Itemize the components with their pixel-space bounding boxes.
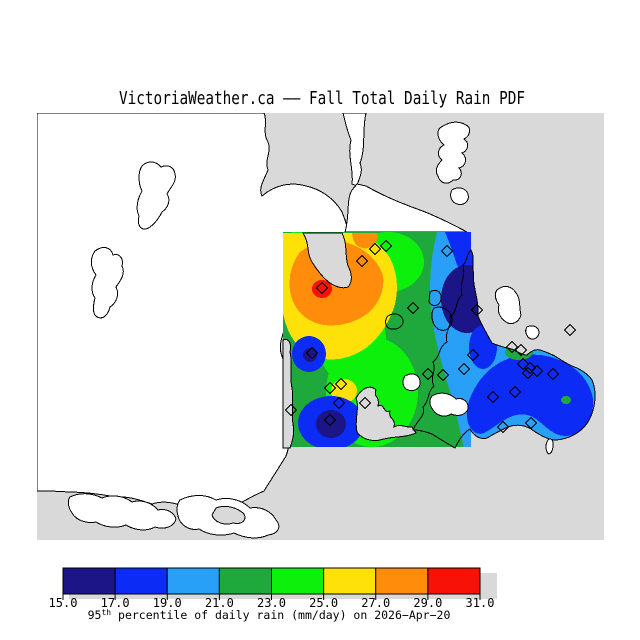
- field-blue-17-19-southeast: [466, 354, 594, 436]
- station-diamond-icon: [436, 368, 450, 382]
- mainland-inlet-shape: [435, 121, 471, 184]
- station-diamond-icon: [523, 361, 537, 375]
- land-gap-above-field: [344, 183, 468, 233]
- victoria-coastline-stroke: [412, 249, 596, 449]
- station-diamond-icon: [358, 396, 372, 410]
- colorbar-ticks: [62, 594, 481, 600]
- lake-outline-2: [90, 247, 124, 319]
- colorbar-tick-label: 19.0: [153, 596, 182, 610]
- station-diamond-icon: [546, 367, 560, 381]
- colorbar-segment: [166, 567, 220, 595]
- plot-title: VictoriaWeather.ca —— Fall Total Daily R…: [119, 88, 525, 109]
- caption-text: percentile of daily rain (mm/day) on 202…: [111, 608, 450, 622]
- lake-outline-1: [136, 161, 176, 230]
- station-diamond-icon: [315, 281, 329, 295]
- colorbar-segment: [114, 567, 168, 595]
- saanich-inlet-wedge: [302, 232, 352, 289]
- station-diamond-icon: [284, 403, 298, 417]
- station-diamond-icon: [355, 254, 369, 268]
- colorbar-segment: [62, 567, 116, 595]
- colorbar-segment: [271, 567, 325, 595]
- land-vancouver-island: [37, 113, 350, 521]
- station-diamond-icon: [496, 420, 510, 434]
- field-red-29-31: [312, 280, 332, 298]
- harbour-white-2: [429, 392, 469, 417]
- colorbar-tick-label: 17.0: [101, 596, 130, 610]
- island-outline-gulf-1: [494, 285, 522, 325]
- colorbar-tick-label: 15.0: [49, 596, 78, 610]
- colorbar-tick-label: 29.0: [413, 596, 442, 610]
- colorbar-tick-label: 27.0: [361, 596, 390, 610]
- basin-in-bays: [211, 505, 246, 525]
- station-diamond-icon: [505, 340, 519, 354]
- harbour-white-1: [402, 373, 421, 391]
- station-diamond-icon: [508, 385, 522, 399]
- station-diamond-icon: [563, 323, 577, 337]
- sooke-basin: [355, 386, 417, 441]
- station-diamond-icon: [466, 348, 480, 362]
- station-diamond-icon: [486, 390, 500, 404]
- colorbar-segment: [218, 567, 273, 595]
- colorbar-segment: [427, 567, 481, 595]
- station-diamond-icon: [457, 362, 471, 376]
- colorbar: 15.0 17.0 19.0 21.0 23.0 25.0 27.0 29.0 31.0 95t…: [49, 567, 497, 622]
- island-outline-gulf-2: [525, 325, 540, 340]
- station-diamond-icon: [516, 357, 530, 371]
- colorbar-caption: 95th percentile of daily rain (mm/day) o…: [88, 608, 451, 622]
- mainland-inlet-shape-2: [450, 187, 469, 205]
- station-markers-layer: [284, 239, 577, 434]
- colorbar-tick-label: 21.0: [205, 596, 234, 610]
- station-diamond-icon: [421, 367, 435, 381]
- station-diamond-icon: [521, 366, 535, 380]
- station-diamond-icon: [334, 377, 348, 391]
- station-diamond-icon: [379, 239, 393, 253]
- station-diamond-icon: [332, 396, 346, 410]
- station-diamond-icon: [524, 416, 538, 430]
- station-diamond-icon: [323, 381, 337, 395]
- station-diamond-icon: [323, 413, 337, 427]
- caption-superscript: th: [101, 608, 111, 617]
- colorbar-tick-labels: 15.0 17.0 19.0 21.0 23.0 25.0 27.0 29.0 31.0: [49, 596, 495, 610]
- station-diamond-icon: [440, 244, 454, 258]
- field-navy-core-west: [303, 348, 317, 362]
- trial-island-sliver: [545, 438, 554, 455]
- island-outline-in-field-1: [385, 313, 404, 330]
- colorbar-tick-label: 31.0: [466, 596, 495, 610]
- map-area: [37, 113, 604, 540]
- station-diamond-icon: [368, 242, 382, 256]
- field-green-patch-se-2: [561, 396, 571, 404]
- sea-sliver-west-of-field: [282, 339, 295, 449]
- colorbar-segment: [375, 567, 429, 595]
- station-diamond-icon: [406, 301, 420, 315]
- colorbar-tick-label: 25.0: [309, 596, 338, 610]
- station-diamond-icon: [530, 364, 544, 378]
- caption-number: 95: [88, 608, 102, 622]
- island-outline-in-field-2: [428, 289, 442, 307]
- colorbar-segments: [62, 567, 481, 595]
- south-coast-bays-1: [67, 493, 177, 531]
- station-diamond-icon: [305, 346, 319, 360]
- colorbar-tick-label: 23.0: [257, 596, 286, 610]
- island-outline-in-field-3: [431, 306, 453, 331]
- colorbar-segment: [323, 567, 377, 595]
- station-diamond-icon: [470, 303, 484, 317]
- station-diamond-icon: [514, 343, 528, 357]
